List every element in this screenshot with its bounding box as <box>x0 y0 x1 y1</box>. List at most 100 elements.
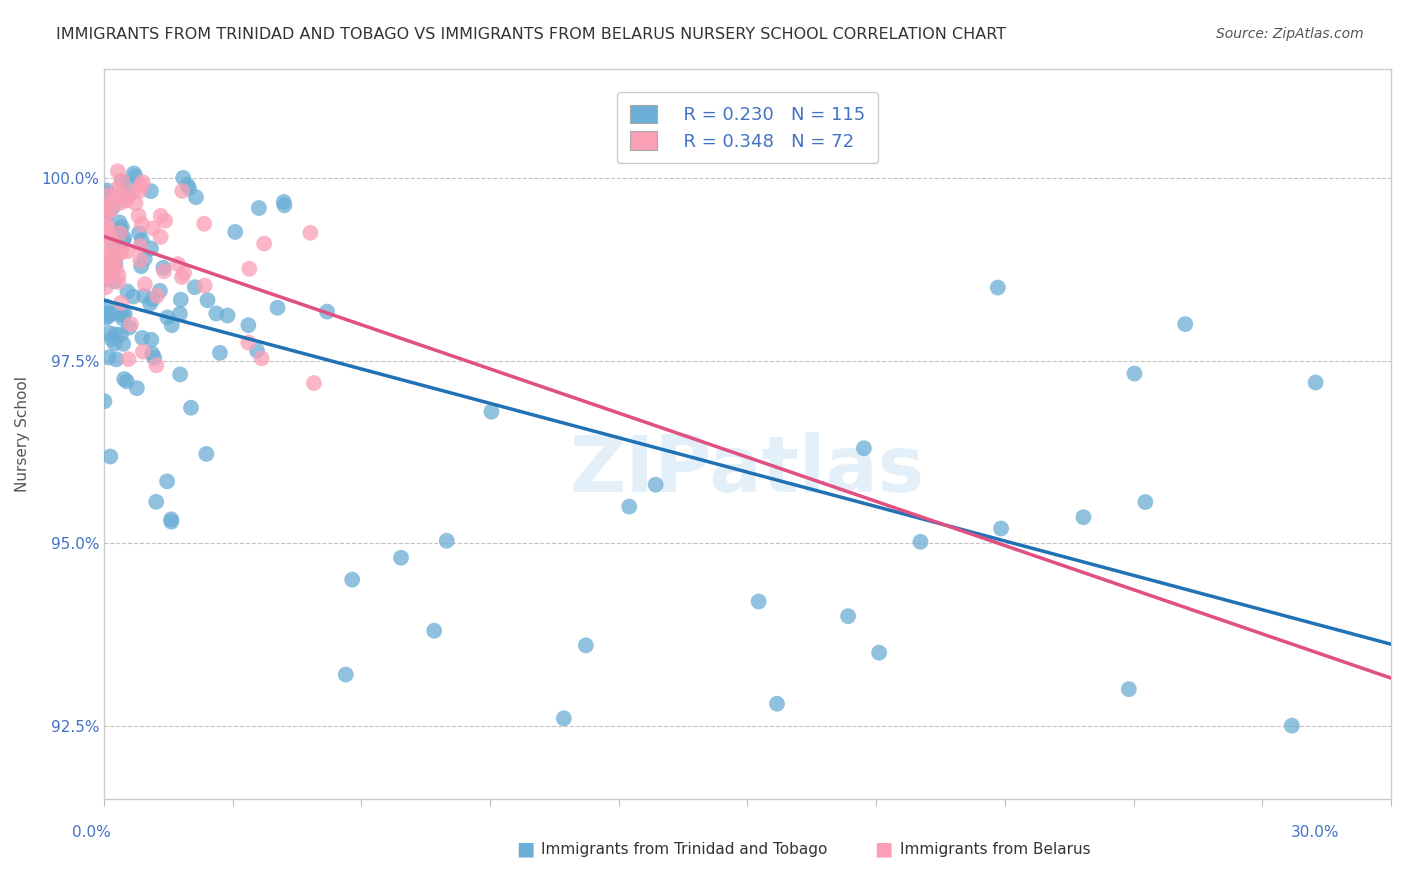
Point <box>868 646 890 660</box>
Point <box>180 401 202 415</box>
Point <box>114 307 136 321</box>
Point <box>987 280 1010 294</box>
Point <box>266 301 288 315</box>
Point <box>117 188 139 202</box>
Point <box>253 236 276 251</box>
Point <box>97 187 120 202</box>
Point <box>101 200 124 214</box>
Point <box>96 188 118 202</box>
Point <box>389 550 412 565</box>
Point <box>112 231 135 245</box>
Point <box>122 289 145 303</box>
Point <box>108 226 131 240</box>
Point <box>117 285 139 299</box>
Point <box>217 309 239 323</box>
Point <box>208 346 231 360</box>
Point <box>110 245 132 260</box>
Point <box>111 311 134 326</box>
Point <box>101 251 124 265</box>
Point <box>169 307 191 321</box>
Point <box>131 178 153 193</box>
Point <box>93 262 115 277</box>
Point <box>273 198 295 212</box>
Point <box>1281 719 1303 733</box>
Point <box>97 248 120 262</box>
Point <box>247 201 270 215</box>
Point <box>94 280 117 294</box>
Point <box>134 289 156 303</box>
Point <box>837 609 859 624</box>
Point <box>100 203 122 218</box>
Point <box>94 271 117 285</box>
Text: Immigrants from Belarus: Immigrants from Belarus <box>900 842 1091 856</box>
Point <box>100 262 122 277</box>
Point <box>107 164 129 178</box>
Point <box>910 534 932 549</box>
Point <box>340 573 363 587</box>
Point <box>575 638 598 652</box>
Point <box>124 196 146 211</box>
Point <box>98 268 121 283</box>
Point <box>93 220 115 235</box>
Point <box>118 320 141 334</box>
Point <box>98 232 121 246</box>
Point <box>1073 510 1095 524</box>
Point <box>644 477 666 491</box>
Point <box>100 261 122 276</box>
Point <box>156 310 179 325</box>
Point <box>117 352 139 367</box>
Point <box>479 405 502 419</box>
Point <box>146 289 169 303</box>
Point <box>96 310 118 325</box>
Point <box>97 306 120 320</box>
Point <box>129 259 152 273</box>
Point <box>184 280 207 294</box>
Point <box>170 270 193 285</box>
Point <box>129 239 152 253</box>
Point <box>111 175 134 189</box>
Point <box>97 351 120 365</box>
Text: 30.0%: 30.0% <box>1291 825 1339 840</box>
Point <box>103 336 125 351</box>
Point <box>139 296 162 310</box>
Point <box>143 351 166 365</box>
Point <box>142 221 165 235</box>
Point <box>160 515 183 529</box>
Point <box>131 175 153 189</box>
Point <box>195 447 218 461</box>
Point <box>107 275 129 289</box>
Point <box>990 522 1012 536</box>
Point <box>149 230 172 244</box>
Point <box>246 343 269 358</box>
Point <box>131 331 153 345</box>
Point <box>134 277 156 292</box>
Point <box>436 533 458 548</box>
Text: IMMIGRANTS FROM TRINIDAD AND TOBAGO VS IMMIGRANTS FROM BELARUS NURSERY SCHOOL CO: IMMIGRANTS FROM TRINIDAD AND TOBAGO VS I… <box>56 27 1007 42</box>
Point <box>98 251 121 265</box>
Point <box>104 327 127 342</box>
Point <box>101 332 124 346</box>
Point <box>302 376 325 390</box>
Point <box>108 215 131 229</box>
Point <box>104 252 127 266</box>
Point <box>141 346 163 360</box>
Point <box>128 209 150 223</box>
Point <box>128 226 150 240</box>
Point <box>128 184 150 198</box>
Point <box>335 667 357 681</box>
Point <box>110 186 132 201</box>
Point <box>107 181 129 195</box>
Point <box>160 512 183 526</box>
Point <box>108 196 131 211</box>
Point <box>139 184 162 198</box>
Point <box>94 204 117 219</box>
Point <box>766 697 789 711</box>
Point <box>98 450 121 464</box>
Point <box>94 209 117 223</box>
Point <box>129 253 152 268</box>
Point <box>273 194 295 209</box>
Point <box>132 344 155 359</box>
Point <box>100 308 122 322</box>
Point <box>117 244 139 258</box>
Point <box>169 368 191 382</box>
